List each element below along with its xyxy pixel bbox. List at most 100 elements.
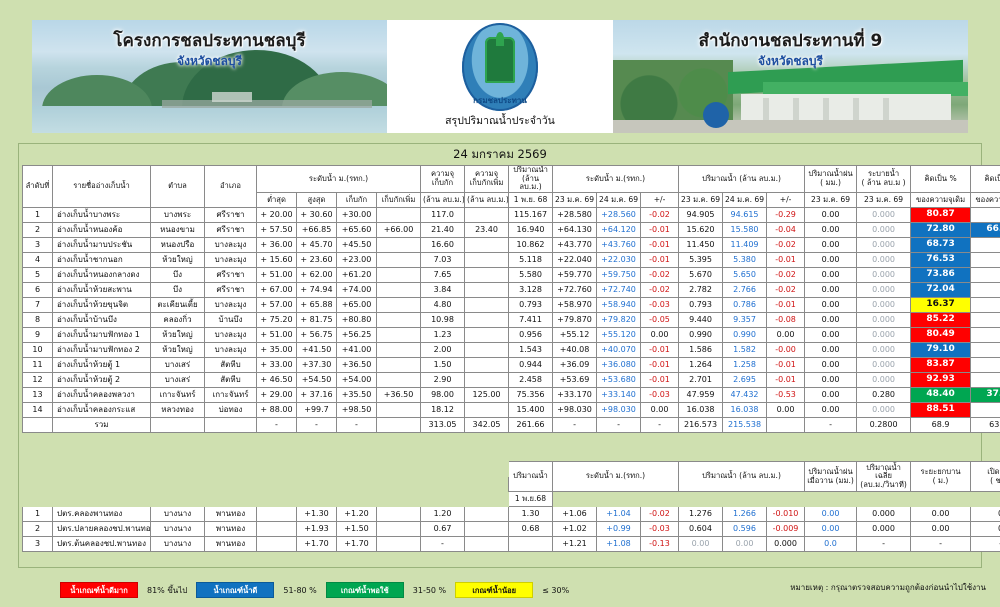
cell-volume-d1: 1.276: [678, 506, 723, 523]
cell-pct-old: 85.22: [910, 312, 972, 329]
cell-amphoe: บางละมุง: [204, 237, 257, 254]
cell-capacity: 21.40: [420, 222, 466, 239]
cell-amphoe: บางละมุง: [204, 342, 257, 359]
th-amphoe: อำเภอ: [204, 164, 257, 209]
cell-tambon: บางเสร่: [150, 357, 205, 374]
cell-seq: 7: [22, 297, 53, 314]
cell-level-storage: +23.00: [336, 252, 377, 269]
th-rainfall: ปริมาณน้ำฝน ( มม.): [804, 164, 858, 194]
cell-level-d1: +79.870: [552, 312, 598, 329]
legend-range-fair: 31-50 %: [412, 585, 447, 595]
cell-volume-d1: 2.782: [678, 282, 724, 299]
th2-gate: ระยะยกบาน ( ม.): [910, 461, 972, 493]
cell-level-d2: +72.740: [596, 282, 642, 299]
cell-tambon: บางพระ: [150, 207, 205, 224]
water-surface: [32, 106, 387, 133]
banner-left-title: โครงการชลประทานชลบุรี: [113, 31, 306, 51]
cell-tambon: หลวงทอง: [150, 402, 205, 419]
table-row: 12 อ่างเก็บน้ำห้วยตู้ 2 บางเสร่ สัตหีบ + 46.…: [22, 372, 1000, 389]
cell-pct-old: 83.87: [910, 357, 972, 374]
th-capacity-extra: ความจุ เก็บกักเพิ่ม: [464, 164, 510, 194]
cell-capacity: 1.20: [420, 506, 465, 523]
cell-amphoe: บ่อทอง: [204, 402, 257, 419]
cell-volume-d2: 1.266: [722, 506, 767, 523]
cell-level-diff: -0.01: [640, 357, 680, 374]
cell-volume-d2: 0.00: [722, 536, 767, 553]
cell-capacity-extra: [464, 267, 510, 284]
cell-level-diff: 0.00: [640, 327, 680, 344]
cell-rainfall: 0.00: [804, 402, 858, 419]
cell-rainfall: 0.00: [804, 222, 858, 239]
th-drain-date: 23 ม.ค. 69: [856, 192, 912, 209]
cell-pct-old: 92.93: [910, 372, 972, 389]
building-column: [793, 98, 799, 131]
cell-total-storage-extra: [375, 417, 422, 434]
th-name: รายชื่ออ่างเก็บน้ำ: [52, 164, 151, 209]
legend-range-low: ≤ 30%: [542, 585, 570, 595]
cell-level-d2: +64.120: [596, 222, 642, 239]
cell-volume-diff: -0.01: [766, 372, 806, 389]
cell-tambon: บึง: [150, 267, 205, 284]
cell-level-lowest: + 29.00: [256, 387, 297, 404]
cell-level-storage: +54.00: [336, 372, 377, 389]
cell-volume-diff: -0.04: [766, 222, 806, 239]
table-row: 3 ปตร.ต้นคลองชป.พานทอง บางนาง พานทอง +1.70 +1…: [22, 536, 1000, 553]
cell-level-highest: + 30.60: [296, 207, 337, 224]
cell-level-storage: +1.20: [336, 506, 377, 523]
cell-tambon: ตะเคียนเตี้ย: [150, 297, 205, 314]
cell-pct-new: [970, 327, 1000, 344]
cell-volume-d1: 94.905: [678, 207, 724, 224]
th-capacity: ความจุ เก็บกัก: [420, 164, 466, 194]
cell-volume-d2: 9.357: [722, 312, 768, 329]
cell-volume-d2: 5.380: [722, 252, 768, 269]
cell-amphoe: พานทอง: [204, 506, 257, 523]
cell-volume-d2: 1.258: [722, 357, 768, 374]
cell-level-storage: +56.25: [336, 327, 377, 344]
cell-total-lowest: -: [256, 417, 297, 434]
cell-level-highest: + 81.75: [296, 312, 337, 329]
cell-capacity: 3.84: [420, 282, 466, 299]
cell-volume-start: 0.944: [508, 357, 554, 374]
table-total-row: รวม - - -313.05 342.05 261.66- - -216.573 215.53…: [22, 417, 1000, 434]
th2-hours: เปิดบาน ( ชม.): [970, 461, 1000, 493]
cell-level-d2: +36.080: [596, 357, 642, 374]
cell-capacity-extra: [464, 297, 510, 314]
table-row: 9 อ่างเก็บน้ำมาบฟักทอง 1 ห้วยใหญ่ บางละมุง +…: [22, 327, 1000, 344]
cell-capacity-extra: [464, 237, 510, 254]
cell-drainage: 0.000: [856, 222, 912, 239]
cell-level-highest: +99.7: [296, 402, 337, 419]
gate-head-filler-3: [22, 491, 509, 508]
th-v-d2: 24 ม.ค. 69: [722, 192, 768, 209]
cell-level-highest: +41.50: [296, 342, 337, 359]
cell-level-storage-extra: [376, 521, 421, 538]
table-row: 3 อ่างเก็บน้ำมาบประชัน หนองปรือ บางละมุง + 3…: [22, 237, 1000, 254]
cell-pct-new: [970, 282, 1000, 299]
cell-volume-start: [508, 536, 553, 553]
cell-volume-start: 3.128: [508, 282, 554, 299]
th-lowest: ต่ำสุด: [256, 192, 297, 209]
th2-volume-start: ปริมาณน้ำ: [508, 461, 553, 493]
cell-pct-old: 79.10: [910, 342, 972, 359]
banner-photo-left: โครงการชลประทานชลบุรี จังหวัดชลบุรี: [32, 20, 387, 133]
th-cap-unit: (ล้าน ลบ.ม.): [420, 192, 466, 209]
th2-avg: ปริมาณน้ำเฉลี่ย (ลบ.ม./วินาที): [856, 461, 912, 493]
cell-volume-start: 16.940: [508, 222, 554, 239]
cell-volume-diff: 0.00: [766, 327, 806, 344]
cell-drainage: 0.000: [856, 252, 912, 269]
cell-level-d2: +28.560: [596, 207, 642, 224]
th-lv-d1: 23 ม.ค. 69: [552, 192, 598, 209]
cell-total-pct-old: 68.9: [910, 417, 972, 434]
cell-level-storage: +41.00: [336, 342, 377, 359]
cell-level-highest: +37.30: [296, 357, 337, 374]
cell-reservoir-name: อ่างเก็บน้ำหนองค้อ: [52, 222, 151, 239]
cell-amphoe: พานทอง: [204, 521, 257, 538]
cell-level-lowest: + 57.50: [256, 222, 297, 239]
cell-volume-d1: 5.395: [678, 252, 724, 269]
cell-level-lowest: + 51.00: [256, 267, 297, 284]
cell-level-lowest: + 46.50: [256, 372, 297, 389]
cell-capacity: 1.50: [420, 357, 466, 374]
cell-volume-start: 2.458: [508, 372, 554, 389]
cell-seq: 6: [22, 282, 53, 299]
table-separator-band: [19, 433, 981, 462]
